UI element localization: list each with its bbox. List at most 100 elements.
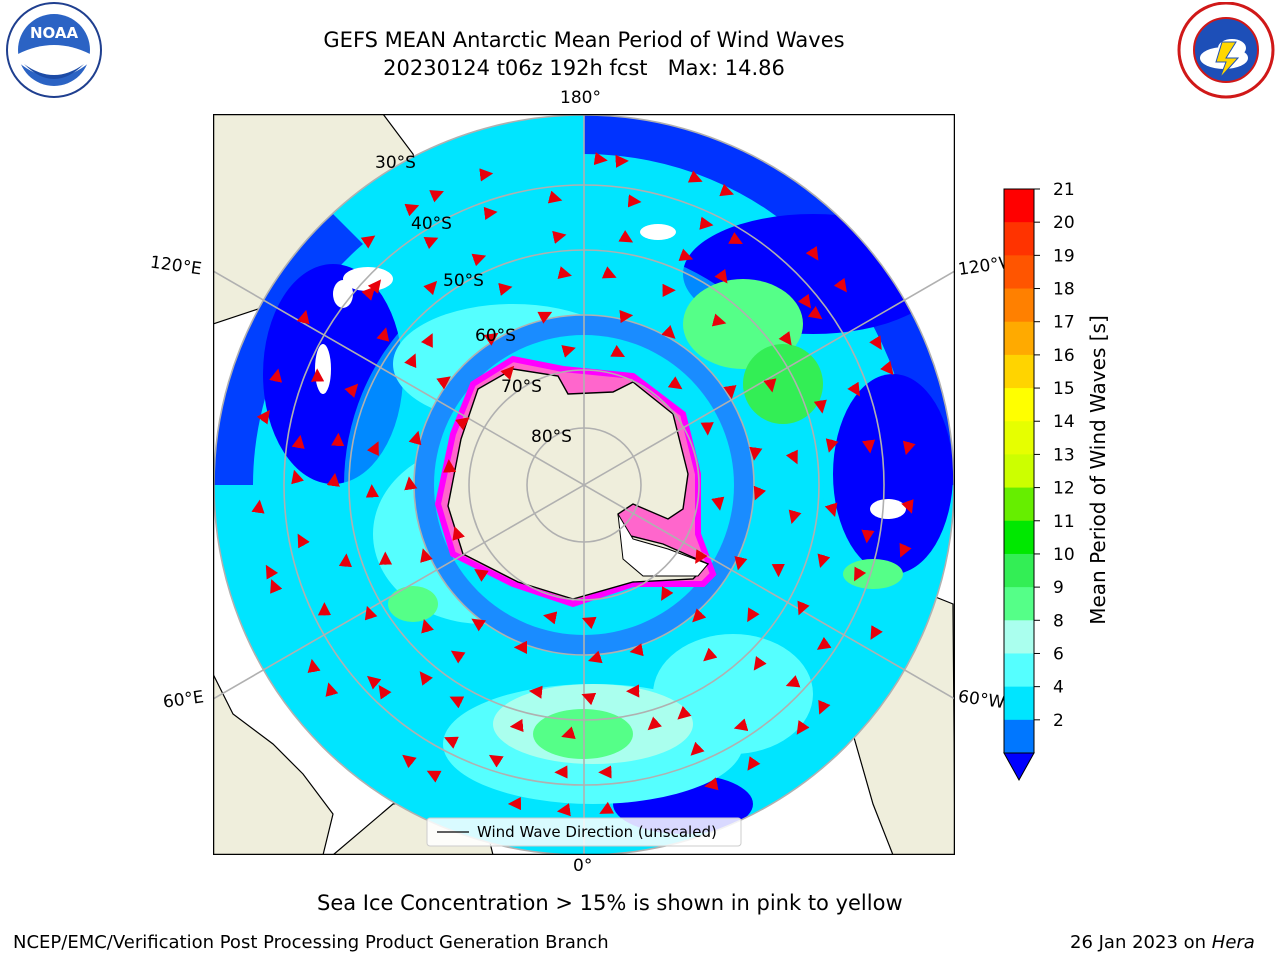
wind-arrow	[452, 526, 465, 541]
wind-arrow	[360, 235, 376, 249]
wind-arrow	[419, 671, 433, 686]
wind-arrow	[581, 692, 597, 706]
colorbar-band	[1004, 487, 1034, 522]
sea-ice-caption: Sea Ice Concentration > 15% is shown in …	[317, 891, 903, 915]
wind-arrow	[797, 600, 810, 616]
colorbar-tick-label: 9	[1053, 578, 1064, 598]
footer-left: NCEP/EMC/Verification Post Processing Pr…	[13, 932, 609, 953]
wind-arrow	[557, 266, 572, 280]
colorbar-tick-label: 15	[1053, 379, 1075, 399]
wind-arrow	[455, 417, 470, 431]
wind-arrow	[704, 777, 719, 791]
wind-arrow	[537, 311, 553, 324]
colorbar-band	[1004, 321, 1034, 356]
wind-arrow	[678, 248, 694, 262]
wind-arrow	[880, 360, 894, 376]
wind-arrow	[593, 152, 608, 166]
wind-arrow	[561, 345, 576, 358]
wind-arrow	[483, 206, 498, 220]
wind-arrow	[408, 430, 422, 446]
wind-arrow	[436, 376, 451, 390]
colorbar-tick-label: 2	[1053, 711, 1064, 731]
wind-arrow	[420, 333, 433, 348]
wind-arrow	[733, 718, 749, 732]
wind-arrow	[421, 618, 434, 634]
colorbar-tick-label: 14	[1053, 412, 1075, 432]
wind-arrow	[901, 499, 914, 514]
wind-arrow	[833, 277, 847, 293]
wind-arrow	[797, 293, 811, 309]
wind-arrow	[601, 266, 617, 279]
wind-arrow	[528, 685, 543, 699]
noaa-logo-text: NOAA	[30, 24, 79, 42]
wind-arrow	[561, 726, 576, 740]
wind-arrow	[813, 399, 827, 414]
wind-arrow	[402, 754, 417, 769]
wind-arrow	[854, 566, 867, 582]
wind-arrow	[785, 675, 801, 688]
colorbar-tick-label: 20	[1053, 213, 1075, 233]
colorbar: 21 20 19 18 17 16 15 14 13 12 11 10 9 8 6 4 2	[1003, 180, 1075, 782]
wind-arrow	[474, 568, 489, 582]
wind-arrow	[788, 509, 802, 525]
colorbar-band	[1004, 553, 1034, 588]
wind-arrow	[807, 306, 823, 320]
svg-text:50°S: 50°S	[443, 271, 484, 291]
legend-label: Wind Wave Direction (unscaled)	[477, 823, 717, 841]
colorbar-tick-label: 4	[1053, 678, 1064, 698]
wind-arrow	[734, 555, 748, 571]
wind-arrow	[711, 496, 725, 511]
wind-arrow	[629, 643, 644, 657]
lon-label-bottom: 0°	[573, 856, 593, 876]
wind-arrow	[700, 422, 714, 436]
colorbar-tick-label: 19	[1053, 246, 1075, 266]
colorbar-tick-label: 17	[1053, 313, 1075, 333]
colorbar-band	[1004, 189, 1034, 223]
wind-arrow	[599, 801, 615, 814]
meridians	[213, 114, 955, 855]
wind-arrow	[899, 542, 912, 558]
wind-arrow	[695, 549, 708, 564]
colorbar-band	[1004, 686, 1034, 721]
colorbar-tick-label: 18	[1053, 280, 1075, 300]
wind-arrow	[509, 718, 524, 733]
wind-arrow	[869, 335, 882, 350]
wind-arrow	[291, 469, 304, 485]
wind-arrow	[269, 368, 283, 383]
wind-arrow	[647, 716, 662, 731]
wind-arrows	[251, 152, 916, 817]
wind-arrow	[331, 432, 345, 447]
footer-date: 26 Jan 2023 on	[1070, 932, 1212, 953]
wind-arrow	[618, 230, 634, 243]
footer-right: 26 Jan 2023 on Hera	[1070, 932, 1255, 953]
wind-arrow	[714, 268, 728, 284]
wind-arrow	[796, 720, 810, 735]
wind-arrow	[404, 476, 418, 491]
colorbar-tick-label: 11	[1053, 512, 1075, 532]
wind-arrow	[251, 499, 265, 514]
wind-arrow	[556, 803, 571, 817]
wind-arrow	[870, 625, 883, 640]
svg-text:40°S: 40°S	[411, 214, 452, 234]
wind-arrow	[862, 439, 876, 454]
footer-machine: Hera	[1211, 932, 1255, 953]
wind-arrow	[471, 618, 487, 632]
wind-arrow	[902, 440, 916, 456]
wind-arrow	[687, 170, 703, 183]
lon-label-left-lower: 60°E	[161, 687, 206, 713]
colorbar-band	[1004, 520, 1034, 555]
wind-arrow	[471, 253, 487, 267]
wind-arrow	[420, 548, 433, 563]
wind-arrow	[753, 656, 767, 671]
wind-arrow	[450, 650, 466, 664]
svg-text:30°S: 30°S	[375, 153, 416, 173]
wind-arrow	[847, 381, 860, 397]
lon-label-top: 180°	[560, 88, 601, 108]
title-line-2: 20230124 t06z 192h fcst Max: 14.86	[383, 56, 785, 80]
wind-arrow	[367, 279, 382, 294]
colorbar-under-triangle	[1003, 752, 1035, 782]
wind-arrow	[404, 353, 417, 369]
wind-arrow	[690, 741, 705, 756]
wind-arrow	[778, 331, 792, 346]
wind-arrow	[338, 553, 352, 568]
